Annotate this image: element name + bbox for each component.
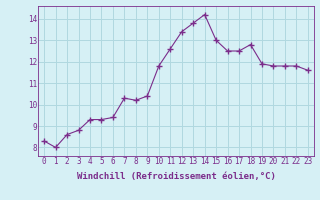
- X-axis label: Windchill (Refroidissement éolien,°C): Windchill (Refroidissement éolien,°C): [76, 172, 276, 181]
